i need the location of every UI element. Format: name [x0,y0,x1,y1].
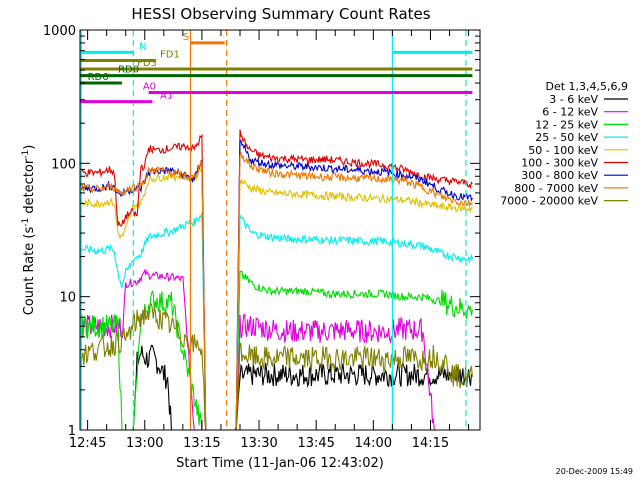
y-label-part-1: Count Rate (s [22,227,37,316]
legend-label-800-7000-kev: 800 - 7000 keV [514,182,598,195]
x-axis-label: Start Time (11-Jan-06 12:43:02) [176,456,384,471]
legend-label-7000-20000-kev: 7000 - 20000 keV [500,195,598,208]
chart-title: HESSI Observing Summary Count Rates [131,5,430,23]
footer-date: 20-Dec-2009 15:49 [556,467,633,476]
flag-label-s: S [183,32,189,43]
series-layer [79,129,473,431]
legend-label-6-12-kev: 6 - 12 keV [542,106,598,119]
legend-label-300-800-kev: 300 - 800 keV [521,169,598,182]
legend-label-3-6-kev: 3 - 6 keV [549,93,598,106]
x-tick-label: 14:00 [355,436,392,451]
x-tick-label: 13:30 [240,436,277,451]
y-tick-label: 1 [68,424,76,439]
y-axis-label: Count Rate (s-1 detector-1) [21,145,37,316]
flag-label-rd0: RD0 [118,65,139,76]
flag-label-a1: A1 [160,91,173,102]
series-line-6-12-kev [79,269,473,431]
series-line-3-6-kev [80,344,473,431]
legend-title: Det 1,3,4,5,6,9 [545,80,628,93]
flag-label-rd6: RD6 [88,72,109,83]
legend-label-100-300-kev: 100 - 300 keV [521,157,598,170]
legend-label-25-50-kev: 25 - 50 keV [535,131,598,144]
plot-frame [79,29,481,431]
flag-label-n: N [139,41,146,52]
legend-label-50-100-kev: 50 - 100 keV [528,144,598,157]
x-tick-label: 13:45 [297,436,334,451]
y-axis-ticks: 1 10 100 1000 [43,24,480,439]
x-tick-label: 14:15 [412,436,449,451]
vertical-markers [80,30,467,430]
y-label-part-2: detector [22,158,37,218]
flag-label-a0: A0 [143,81,156,92]
series-line-12-25-kev [79,270,473,431]
x-axis-ticks: 12:45 13:00 13:15 13:30 13:45 14:00 14:15 [69,30,470,451]
y-tick-label: 100 [51,157,76,172]
y-label-part-3: ) [22,145,37,150]
y-tick-label: 10 [59,291,76,306]
series-line-25-50-kev [79,212,473,431]
series-line-800-7000-kev [79,151,473,431]
series-line-7000-20000-kev [79,302,473,431]
flag-label-fd3: FD3 [137,58,157,69]
x-tick-label: 13:00 [126,436,163,451]
legend-label-12-25-kev: 12 - 25 keV [535,118,598,131]
flag-label-fd1: FD1 [160,50,180,61]
y-label-sup-2: -1 [21,150,31,159]
x-tick-label: 13:15 [183,436,220,451]
series-line-100-300-kev [79,129,473,431]
x-tick-label: 12:45 [69,436,106,451]
y-tick-label: 1000 [43,24,76,39]
series-line-50-100-kev [79,162,473,431]
y-label-sup-1: -1 [21,218,31,227]
